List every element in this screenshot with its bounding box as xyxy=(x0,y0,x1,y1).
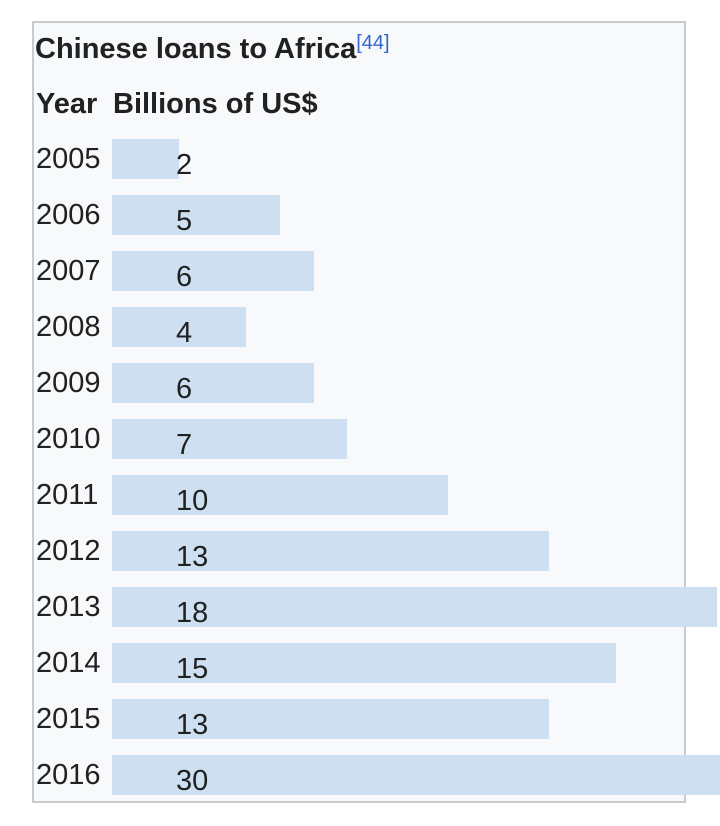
bar xyxy=(112,587,717,627)
bar xyxy=(112,475,448,515)
year-label: 2005 xyxy=(36,143,101,175)
bar xyxy=(112,363,314,403)
year-label: 2016 xyxy=(36,759,101,791)
chart-title: Chinese loans to Africa[44] xyxy=(35,31,390,67)
value-label: 6 xyxy=(176,261,193,293)
value-label: 30 xyxy=(176,765,209,797)
bar xyxy=(112,531,549,571)
bar xyxy=(112,307,247,347)
year-label: 2011 xyxy=(36,479,99,511)
value-label: 5 xyxy=(176,205,193,237)
bar xyxy=(112,699,549,739)
year-label: 2015 xyxy=(36,703,101,735)
year-label: 2010 xyxy=(36,423,101,455)
value-label: 2 xyxy=(176,149,193,181)
bar xyxy=(112,419,348,459)
citation-link[interactable]: [44] xyxy=(356,32,390,54)
year-label: 2013 xyxy=(36,591,101,623)
value-label: 18 xyxy=(176,597,209,629)
value-label: 4 xyxy=(176,317,193,349)
year-label: 2012 xyxy=(36,535,101,567)
value-label: 13 xyxy=(176,709,209,741)
value-label: 13 xyxy=(176,541,209,573)
column-header-year: Year xyxy=(36,88,98,120)
year-label: 2014 xyxy=(36,647,101,679)
value-label: 6 xyxy=(176,373,193,405)
column-header-value: Billions of US$ xyxy=(113,88,318,120)
value-label: 10 xyxy=(176,485,209,517)
year-label: 2006 xyxy=(36,199,101,231)
year-label: 2008 xyxy=(36,311,101,343)
bar xyxy=(112,195,280,235)
value-label: 7 xyxy=(176,429,193,461)
bar xyxy=(112,139,180,179)
bar xyxy=(112,755,720,795)
chart-title-text: Chinese loans to Africa xyxy=(35,33,357,65)
bar xyxy=(112,643,616,683)
year-label: 2009 xyxy=(36,367,101,399)
value-label: 15 xyxy=(176,653,209,685)
year-label: 2007 xyxy=(36,255,101,287)
bar xyxy=(112,251,314,291)
